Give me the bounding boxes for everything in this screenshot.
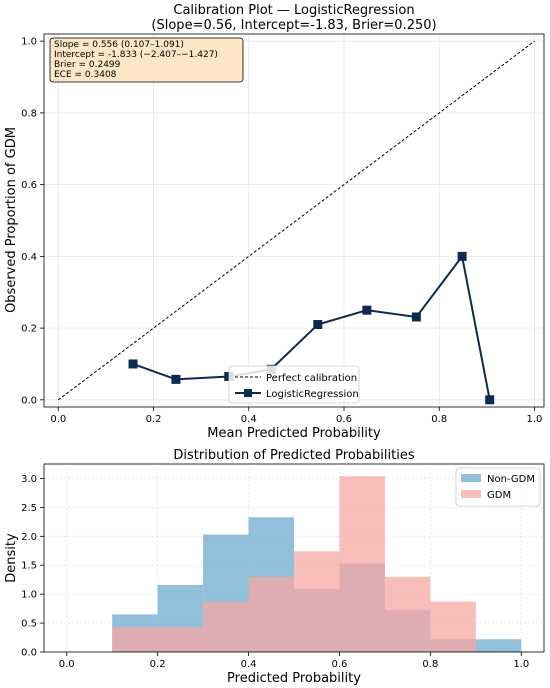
distribution-xtick-label: 1.0	[513, 659, 529, 670]
legend-perfect-label: Perfect calibration	[266, 373, 357, 384]
distribution-axes-frame	[43, 463, 545, 653]
calibration-xtick-label: 1.0	[527, 414, 543, 425]
annotation-intercept: Intercept = -1.833 (−2.407–−1.427)	[54, 50, 218, 60]
distribution-title: Distribution of Predicted Probabilities	[173, 448, 414, 463]
gdm-histogram-bar	[203, 601, 249, 652]
distribution-xtick-label: 0.4	[241, 659, 257, 670]
logreg-calibration-point	[128, 359, 138, 369]
calibration-legend: Perfect calibration LogisticRegression	[228, 365, 360, 404]
gdm-histogram-bar	[248, 576, 294, 652]
distribution-ytick-label: 0.5	[21, 619, 37, 630]
logreg-calibration-point	[362, 305, 372, 315]
distribution-ytick-label: 2.5	[21, 503, 37, 514]
distribution-bars	[112, 476, 522, 652]
logreg-calibration-point	[457, 251, 467, 261]
calibration-ytick-label: 0.4	[21, 252, 37, 263]
calibration-subtitle: (Slope=0.56, Intercept=-1.83, Brier=0.25…	[151, 18, 436, 33]
calibration-xtick-label: 0.0	[50, 414, 66, 425]
distribution-xtick-label: 0.6	[332, 659, 348, 670]
distribution-ytick-label: 0.0	[21, 648, 37, 659]
distribution-ytick-label: 3.0	[21, 474, 37, 485]
calibration-xlabel: Mean Predicted Probability	[207, 426, 381, 441]
logreg-calibration-point	[313, 320, 323, 330]
calibration-plot: Calibration Plot — LogisticRegression (S…	[4, 3, 545, 441]
distribution-xtick-label: 0.8	[422, 659, 438, 670]
distribution-xtick-label: 0.0	[59, 659, 75, 670]
gdm-histogram-bar	[157, 627, 204, 652]
calibration-ytick-label: 0.0	[21, 395, 37, 406]
calibration-ytick-label: 0.6	[21, 180, 37, 191]
calibration-annotation-box: Slope = 0.556 (0.107–1.091) Intercept = …	[49, 37, 244, 83]
distribution-ytick-label: 1.0	[21, 590, 37, 601]
perfect-calibration-line	[57, 40, 535, 401]
calibration-series	[57, 40, 535, 405]
calibration-ytick-label: 0.2	[21, 324, 37, 335]
calibration-ytick-label: 0.8	[21, 108, 37, 119]
calibration-grid	[44, 34, 544, 407]
gdm-histogram-bar	[112, 627, 158, 652]
calibration-xtick-label: 0.6	[336, 414, 352, 425]
annotation-slope: Slope = 0.556 (0.107–1.091)	[54, 40, 184, 50]
distribution-ylabel: Density	[4, 533, 19, 583]
distribution-xlabel: Predicted Probability	[227, 671, 361, 686]
legend-nongdm-swatch	[461, 474, 481, 482]
legend-gdm-label: GDM	[487, 490, 511, 501]
calibration-ytick-label: 1.0	[21, 37, 37, 48]
gdm-histogram-bar	[294, 551, 340, 652]
annotation-brier: Brier = 0.2499	[54, 60, 121, 70]
distribution-ytick-label: 2.0	[21, 532, 37, 543]
annotation-ece: ECE = 0.3408	[54, 70, 117, 80]
calibration-xtick-label: 0.8	[431, 414, 447, 425]
calibration-xtick-label: 0.4	[241, 414, 257, 425]
calibration-xtick-label: 0.2	[146, 414, 162, 425]
distribution-plot: Distribution of Predicted Probabilities …	[4, 448, 545, 686]
legend-logreg-marker	[244, 389, 252, 397]
gdm-histogram-bar	[339, 476, 385, 652]
calibration-ticks: 0.0 0.2 0.4 0.6 0.8 1.0 0.0 0.2 0.4 0.6 0.8 1.0	[21, 37, 542, 425]
calibration-axes-frame	[43, 33, 545, 408]
logreg-calibration-point	[411, 312, 421, 322]
distribution-ticks: 0.0 0.2 0.4 0.6 0.8 1.0 0.0 0.5 1.0 1.5 2.0 2.5 3.0	[21, 474, 529, 670]
calibration-legend-box	[228, 365, 360, 404]
legend-logreg-label: LogisticRegression	[266, 389, 359, 400]
calibration-ylabel: Observed Proportion of GDM	[4, 127, 19, 313]
nongdm-histogram-bar	[475, 639, 522, 652]
legend-gdm-swatch	[461, 490, 481, 498]
distribution-xtick-label: 0.2	[150, 659, 166, 670]
gdm-histogram-bar	[384, 576, 431, 652]
distribution-legend: Non-GDM GDM	[455, 467, 541, 507]
gdm-histogram-bar	[430, 601, 476, 652]
logreg-calibration-point	[171, 374, 181, 384]
calibration-title: Calibration Plot — LogisticRegression	[173, 3, 414, 18]
logreg-calibration-point	[485, 395, 495, 405]
legend-nongdm-label: Non-GDM	[487, 474, 535, 485]
distribution-ytick-label: 1.5	[21, 561, 37, 572]
annotation-box-bg	[49, 37, 244, 83]
